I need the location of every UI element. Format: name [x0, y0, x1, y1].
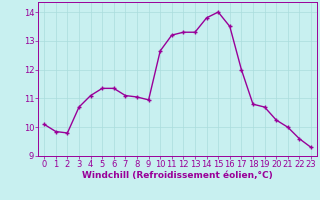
X-axis label: Windchill (Refroidissement éolien,°C): Windchill (Refroidissement éolien,°C) — [82, 171, 273, 180]
